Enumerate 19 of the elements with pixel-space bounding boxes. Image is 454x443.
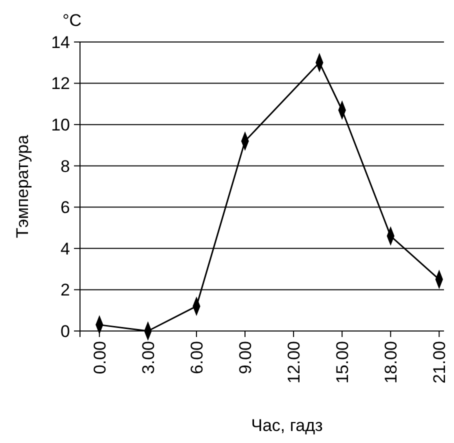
x-tick-label: 21.00 xyxy=(430,341,450,384)
y-tick-label: 8 xyxy=(60,156,70,176)
y-tick-label: 12 xyxy=(51,74,70,94)
x-tick-label: 15.00 xyxy=(333,341,352,384)
x-tick-label: 3.00 xyxy=(138,341,158,374)
y-tick-label: 0 xyxy=(60,322,70,341)
y-tick-label: 2 xyxy=(60,280,70,300)
x-tick-label: 0.00 xyxy=(90,341,110,374)
x-tick-label: 18.00 xyxy=(382,341,401,384)
y-tick-label: 14 xyxy=(51,32,70,52)
y-axis-title: Тэмпература xyxy=(12,134,32,238)
y-tick-label: 6 xyxy=(60,198,70,218)
y-tick-label: 10 xyxy=(51,116,70,135)
x-tick-label: 12.00 xyxy=(284,341,304,384)
x-tick-label: 9.00 xyxy=(236,341,255,374)
text: °C xyxy=(62,11,82,30)
x-tick-label: 6.00 xyxy=(187,341,206,374)
y-tick-label: 4 xyxy=(60,239,70,258)
x-axis-title: Час, гадз xyxy=(251,416,324,435)
